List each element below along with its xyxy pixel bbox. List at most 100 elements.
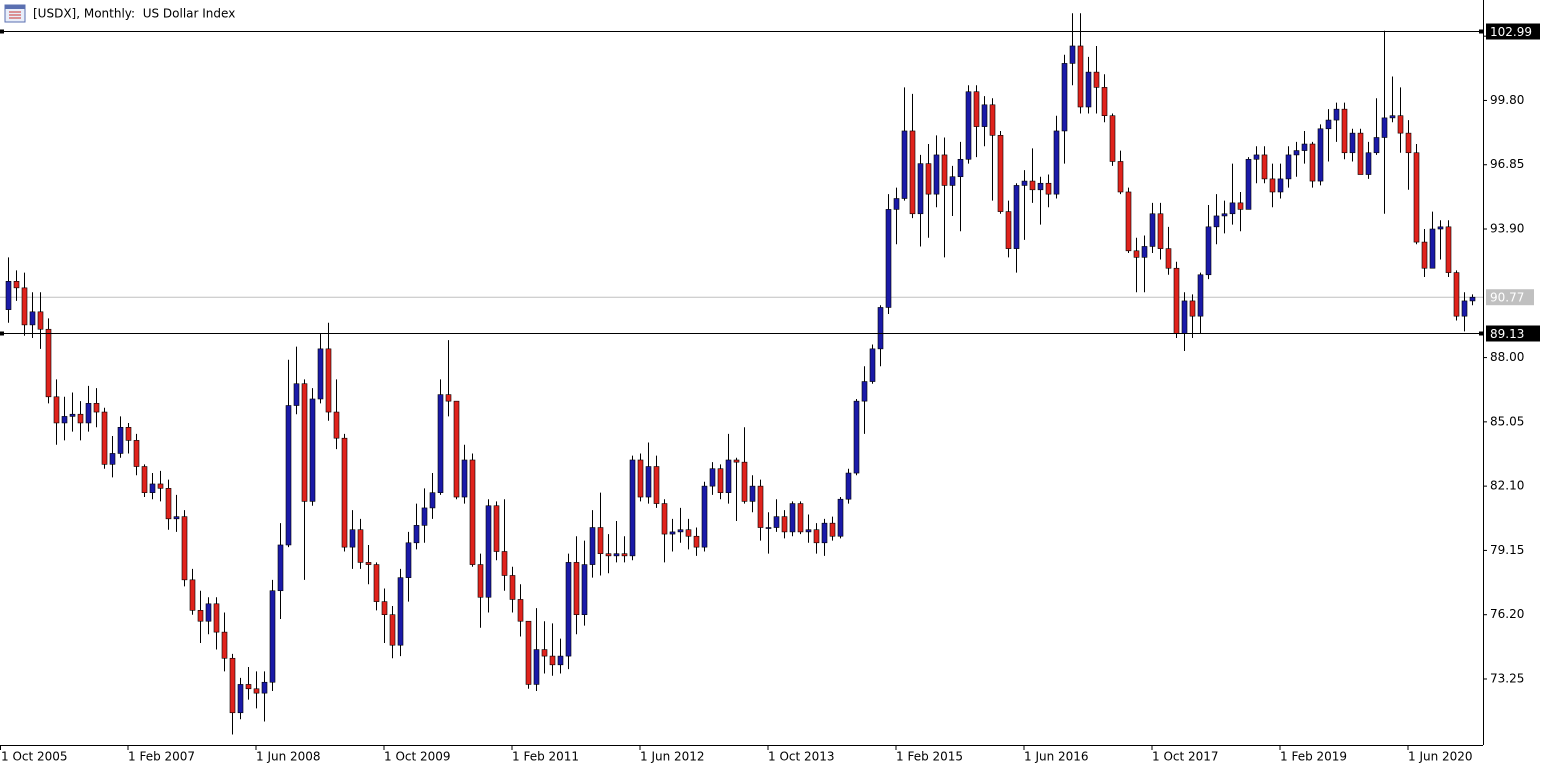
candle-body	[1445, 226, 1452, 273]
x-tick-label: 1 Feb 2015	[896, 750, 963, 764]
candle-body	[1373, 137, 1380, 154]
candle-body	[573, 562, 580, 615]
candle-body	[261, 681, 268, 694]
y-tick-label: 76.20	[1490, 607, 1524, 621]
candle-body	[1173, 267, 1180, 334]
candle-body	[589, 527, 596, 565]
candle-body	[21, 287, 28, 326]
candle-body	[93, 403, 100, 413]
candle-body	[1461, 300, 1468, 317]
line-handle	[0, 331, 4, 336]
candle-body	[837, 498, 844, 537]
candle-body	[381, 601, 388, 615]
candle-body	[1053, 130, 1060, 195]
candle-body	[509, 575, 516, 600]
candle-body	[541, 649, 548, 657]
price-label: 102.99	[1490, 25, 1532, 39]
candle-body	[725, 459, 732, 493]
y-tick-label: 99.80	[1490, 93, 1524, 107]
candle-body	[517, 599, 524, 622]
line-handle	[0, 29, 4, 34]
candle-body	[597, 527, 604, 554]
candle-body	[1141, 246, 1148, 258]
candle-body	[1069, 45, 1076, 64]
candle-body	[1301, 143, 1308, 151]
candle-body	[413, 525, 420, 544]
candle-body	[821, 522, 828, 544]
candle-body	[1365, 152, 1372, 175]
candle-body	[629, 459, 636, 557]
candle-body	[253, 688, 260, 694]
candle-body	[485, 505, 492, 598]
candle-body	[469, 459, 476, 565]
candle-body	[5, 281, 12, 310]
candle-body	[1421, 241, 1428, 269]
x-tick-label: 1 Oct 2005	[1, 750, 68, 764]
candle-body	[109, 453, 116, 465]
candle-body	[1405, 132, 1412, 154]
candle-body	[1165, 248, 1172, 269]
candle-body	[277, 544, 284, 592]
candle-body	[421, 507, 428, 526]
candle-body	[1429, 228, 1436, 269]
y-tick-label: 96.85	[1490, 157, 1524, 171]
candle-body	[1077, 45, 1084, 108]
candle-body	[269, 590, 276, 683]
candle-body	[181, 516, 188, 581]
candle-body	[1349, 132, 1356, 154]
candle-body	[429, 492, 436, 509]
y-tick-label: 85.05	[1490, 414, 1524, 428]
price-label-box	[1486, 23, 1540, 40]
candle-body	[365, 562, 372, 565]
candle-body	[1093, 71, 1100, 88]
x-tick-label: 1 Feb 2011	[512, 750, 579, 764]
candle-body	[1005, 211, 1012, 249]
candle-body	[941, 154, 948, 186]
candle-body	[1029, 180, 1036, 191]
candle-body	[149, 483, 156, 493]
candle-body	[437, 394, 444, 493]
candle-body	[525, 620, 532, 685]
candle-body	[1245, 158, 1252, 210]
candle-body	[117, 427, 124, 454]
y-tick-label: 93.90	[1490, 222, 1524, 236]
candle-body	[1133, 250, 1140, 258]
candle-body	[229, 657, 236, 714]
window-icon	[4, 4, 26, 23]
candle-body	[205, 603, 212, 622]
candle-body	[1021, 180, 1028, 186]
candle-body	[245, 684, 252, 690]
candle-body	[869, 348, 876, 382]
candle-body	[637, 459, 644, 498]
y-tick-label: 73.25	[1490, 671, 1524, 685]
candle-body	[957, 158, 964, 178]
candle-body	[37, 311, 44, 330]
candle-body	[1125, 191, 1132, 252]
candle-body	[389, 614, 396, 646]
candle-body	[845, 472, 852, 500]
candle-body	[141, 466, 148, 493]
candle-body	[189, 579, 196, 611]
candle-body	[221, 631, 228, 659]
candle-body	[197, 610, 204, 622]
candle-body	[1389, 115, 1396, 119]
candle-body	[1413, 152, 1420, 243]
candle-body	[341, 437, 348, 548]
candle-body	[765, 527, 772, 529]
candle-body	[1181, 300, 1188, 334]
candle-body	[893, 198, 900, 210]
candle-body	[157, 483, 164, 489]
candle-body	[133, 440, 140, 467]
candle-body	[549, 655, 556, 666]
candle-body	[405, 542, 412, 578]
current-price-label: 90.77	[1490, 291, 1524, 305]
candle-body	[1037, 182, 1044, 191]
candle-body	[973, 91, 980, 127]
candle-body	[877, 307, 884, 350]
candle-body	[85, 403, 92, 424]
candle-body	[1237, 202, 1244, 210]
x-tick-label: 1 Oct 2009	[384, 750, 451, 764]
candle-body	[901, 130, 908, 199]
y-tick-label: 88.00	[1490, 350, 1524, 364]
